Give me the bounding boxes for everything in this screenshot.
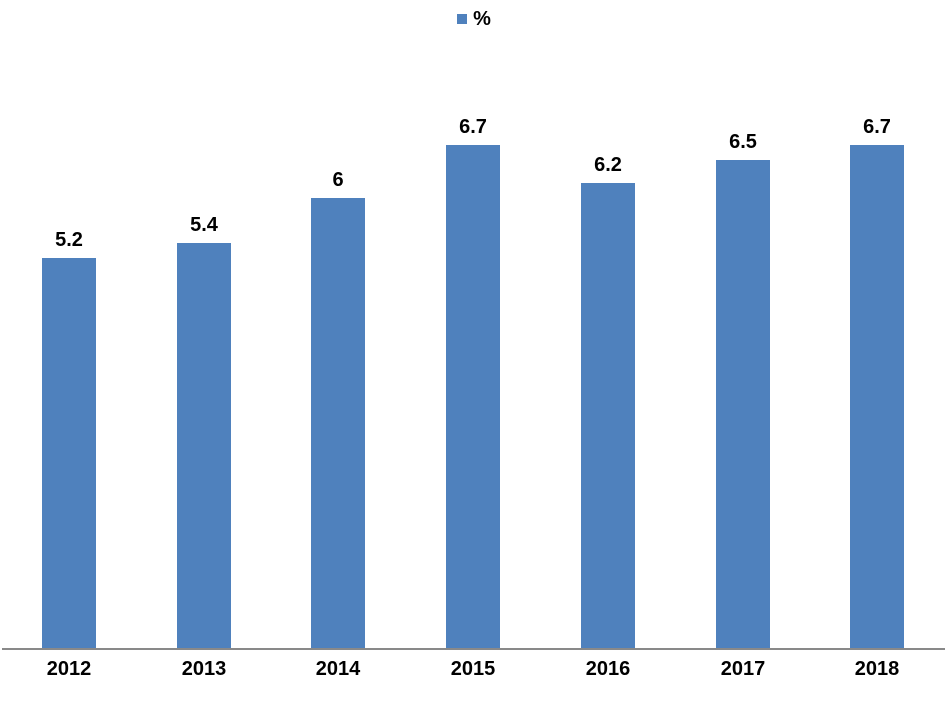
bar-value-label: 6 [332, 169, 344, 191]
bar [42, 258, 96, 649]
x-axis-line [2, 648, 945, 650]
x-axis-tick-label: 2017 [720, 658, 766, 680]
x-axis-tick-label: 2013 [181, 658, 227, 680]
bar-value-label: 6.5 [729, 131, 757, 153]
x-axis-tick-label: 2012 [46, 658, 92, 680]
x-axis-tick-label: 2016 [585, 658, 631, 680]
bar [850, 145, 904, 649]
bar-value-label: 6.7 [459, 116, 487, 138]
x-axis-tick-label: 2018 [854, 658, 900, 680]
x-axis-tick-label: 2014 [315, 658, 361, 680]
bar-value-label: 5.2 [55, 229, 83, 251]
bar [177, 243, 231, 649]
bar [311, 198, 365, 649]
legend: % [0, 8, 948, 30]
bar-value-label: 6.7 [863, 116, 891, 138]
bar-value-label: 5.4 [190, 214, 218, 236]
bar-value-label: 6.2 [594, 154, 622, 176]
bar [716, 160, 770, 649]
x-axis-tick-label: 2015 [450, 658, 496, 680]
legend-swatch-icon [457, 14, 468, 24]
bar [581, 183, 635, 649]
bar [446, 145, 500, 649]
legend-label: % [473, 8, 491, 30]
